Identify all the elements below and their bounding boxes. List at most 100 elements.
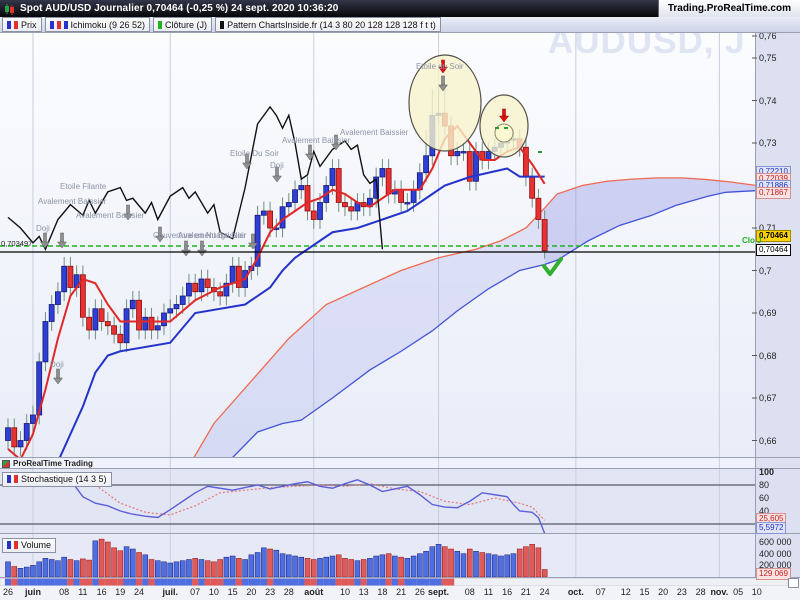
bearish-pattern-arrow xyxy=(155,235,165,243)
volume-bar xyxy=(516,548,523,578)
ichimoku-cloud-future xyxy=(544,177,755,265)
range-strip-segment xyxy=(373,578,380,586)
volume-bar xyxy=(61,556,67,578)
volume-bar xyxy=(204,560,211,578)
volume-bar xyxy=(304,558,311,578)
range-strip-segment xyxy=(366,578,374,586)
candle-body xyxy=(254,214,261,267)
range-strip-segment xyxy=(298,578,305,586)
volume-bar xyxy=(491,554,498,578)
candle-body xyxy=(348,206,355,212)
price-down-swatch xyxy=(14,20,18,29)
volume-bar xyxy=(298,556,305,578)
bearish-pattern-arrow xyxy=(40,241,50,249)
candle-body xyxy=(485,151,492,161)
volume-bar xyxy=(80,558,86,578)
range-strip-segment xyxy=(92,578,99,586)
bearish-pattern-arrow xyxy=(248,242,258,250)
candle-body xyxy=(460,151,467,154)
range-strip-segment xyxy=(17,578,24,586)
volume-bar xyxy=(192,558,198,578)
volume-bar xyxy=(67,559,74,578)
volume-bar xyxy=(123,546,130,578)
legend-chip-cloture[interactable]: Clôture (J) xyxy=(153,17,213,32)
candle-body xyxy=(186,282,192,297)
bearish-pattern-arrow xyxy=(242,162,252,170)
range-strip-segment xyxy=(341,578,349,586)
bearish-pattern-arrow xyxy=(200,240,204,251)
volume-bar xyxy=(504,554,510,578)
signal-red-arrow xyxy=(441,59,445,68)
range-strip-segment xyxy=(279,578,286,586)
candle-body xyxy=(535,197,542,220)
volume-bar xyxy=(48,559,55,578)
range-strip-segment xyxy=(104,578,112,586)
range-strip-segment xyxy=(235,578,243,586)
range-strip-segment xyxy=(110,578,118,586)
scrollbar-button[interactable] xyxy=(788,578,799,588)
volume-bar xyxy=(217,559,223,578)
stoch-d-swatch xyxy=(14,475,18,483)
range-strip-segment xyxy=(229,578,236,586)
range-strip-segment xyxy=(117,578,124,586)
candle-body xyxy=(398,189,405,203)
stoch-d-line xyxy=(95,483,546,521)
range-strip-segment xyxy=(273,578,280,586)
range-strip-segment xyxy=(98,578,105,586)
candle-body xyxy=(17,440,24,448)
candle-body xyxy=(235,265,242,288)
volume-bar xyxy=(467,548,473,578)
bearish-pattern-arrow xyxy=(56,368,60,379)
candle-body xyxy=(79,274,86,318)
candle-body xyxy=(192,282,199,293)
legend-chip-prix[interactable]: Prix xyxy=(2,17,42,32)
bearish-pattern-arrow xyxy=(181,249,191,257)
range-strip-segment xyxy=(316,578,324,586)
legend-chip-ichimoku[interactable]: Ichimoku (9 26 52) xyxy=(44,17,151,32)
volume-bar xyxy=(111,547,117,578)
range-strip-segment xyxy=(123,578,130,586)
legend-chip-volume-label: Volume xyxy=(21,540,52,550)
volume-bar xyxy=(360,559,367,578)
legend-chip-volume[interactable]: Volume xyxy=(2,537,57,553)
ichimoku-swatch-2 xyxy=(56,20,61,29)
bearish-pattern-arrow xyxy=(441,75,445,86)
legend-chip-pattern[interactable]: Pattern ChartsInside.fr (14 3 80 20 128 … xyxy=(215,17,441,32)
candle-body xyxy=(310,210,317,220)
range-strip-segment xyxy=(422,578,430,586)
range-strip-segment xyxy=(23,578,30,586)
candle-body xyxy=(454,151,461,157)
volume-bar xyxy=(485,553,492,578)
bearish-pattern-arrow xyxy=(126,204,130,215)
candle-body xyxy=(111,325,117,335)
pattern-mark xyxy=(495,127,499,129)
bearish-pattern-arrow xyxy=(60,232,64,243)
volume-bar xyxy=(155,560,161,578)
candle-body xyxy=(404,202,411,205)
candle-body xyxy=(98,308,105,322)
volume-bar xyxy=(373,555,379,578)
green-check-mark xyxy=(542,257,563,276)
candle-body xyxy=(11,427,18,448)
range-strip-segment xyxy=(285,578,292,586)
volume-bar xyxy=(523,546,529,578)
candle-body xyxy=(5,427,11,441)
range-strip-segment xyxy=(4,578,12,586)
range-strip-segment xyxy=(54,578,62,586)
cloture-swatch xyxy=(158,20,163,29)
range-strip-segment xyxy=(398,578,405,586)
range-strip-segment xyxy=(135,578,143,586)
candle-body xyxy=(23,423,30,441)
platform-link[interactable]: Trading.ProRealTime.com xyxy=(657,0,800,17)
candle-body xyxy=(217,291,224,297)
range-strip-segment xyxy=(385,578,392,586)
legend-chip-stochastique[interactable]: Stochastique (14 3 5) xyxy=(2,471,112,487)
candle-body xyxy=(92,308,99,331)
range-strip-segment xyxy=(447,578,455,586)
range-strip-segment xyxy=(36,578,43,586)
volume-bar xyxy=(535,547,542,578)
volume-bar xyxy=(423,551,429,578)
bearish-pattern-arrow xyxy=(57,241,67,249)
bearish-pattern-arrow xyxy=(438,84,448,92)
